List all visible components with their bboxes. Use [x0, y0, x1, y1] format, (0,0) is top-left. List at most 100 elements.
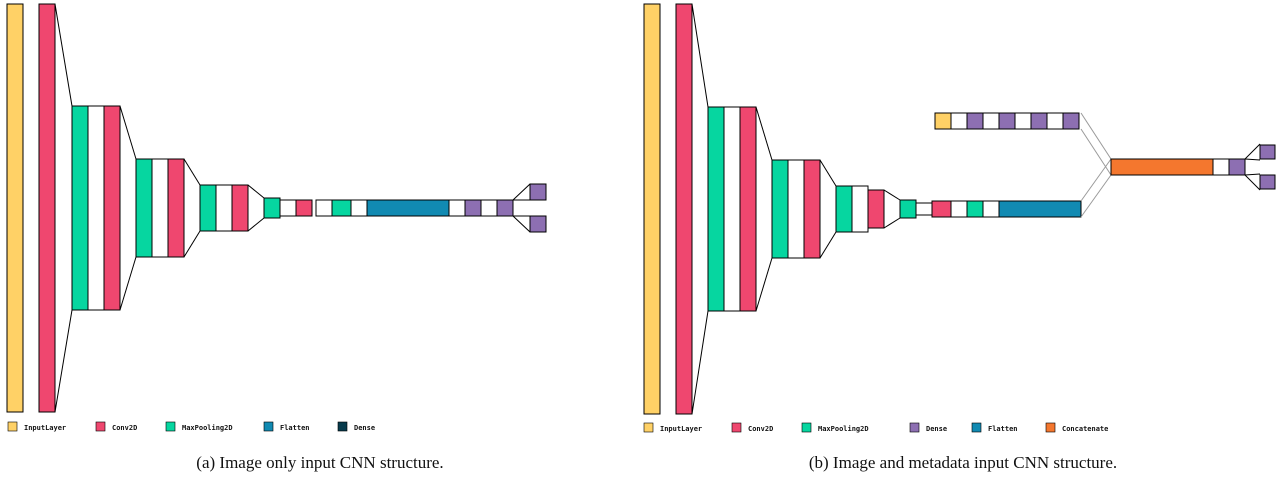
- legend-swatch: [1045, 422, 1056, 433]
- legend-label: Concatenate: [1062, 425, 1108, 433]
- legend-swatch: [337, 421, 348, 432]
- b-meta-layer-blank: [982, 112, 1000, 130]
- b-merge-line: [1080, 112, 1112, 160]
- a-layer-blank: [279, 199, 297, 217]
- panel-a-diagram: [6, 3, 547, 413]
- legend-swatch: [263, 421, 274, 432]
- b-merge-line: [1080, 158, 1112, 202]
- b-meta-layer-blank: [950, 112, 968, 130]
- b-layer-conv2d: [931, 200, 952, 218]
- a-connector: [247, 217, 265, 232]
- legend-label: MaxPooling2D: [182, 424, 233, 432]
- a-connector: [119, 256, 137, 311]
- a-connector: [119, 105, 137, 160]
- a-connector: [183, 158, 201, 186]
- b-layer-dense: [1228, 158, 1246, 176]
- b-layer-maxpooling2d: [899, 199, 917, 219]
- a-layer-conv2d: [167, 158, 185, 258]
- b-connector: [691, 3, 709, 108]
- a-connector: [54, 3, 73, 107]
- b-output-dense-2: [1259, 174, 1276, 190]
- legend-swatch: [801, 422, 812, 433]
- b-layer-blank: [982, 200, 1000, 218]
- a-layer-blank: [448, 199, 466, 217]
- b-layer-blank: [915, 202, 933, 216]
- a-branch-line: [512, 215, 531, 233]
- panel-a-caption: (a) Image only input CNN structure.: [196, 453, 443, 472]
- a-layer-conv2d: [38, 3, 56, 413]
- legend-swatch: [7, 421, 18, 432]
- a-layer-blank: [87, 105, 105, 311]
- b-layer-maxpooling2d: [707, 106, 725, 312]
- legend-swatch: [165, 421, 176, 432]
- b-layer-concatenate: [1110, 158, 1214, 176]
- a-connector: [54, 309, 73, 413]
- b-layer-conv2d: [675, 3, 693, 415]
- a-layer-maxpooling2d: [331, 199, 352, 217]
- panel-b-caption: (b) Image and metadata input CNN structu…: [809, 453, 1117, 472]
- legend-label: Flatten: [280, 424, 310, 432]
- a-layer-conv2d: [103, 105, 121, 311]
- a-layer-blank: [151, 158, 169, 258]
- a-layer-blank: [480, 199, 498, 217]
- b-meta-layer-dense: [1030, 112, 1048, 130]
- a-output-dense-2: [529, 215, 547, 233]
- b-layer-flatten: [998, 200, 1082, 218]
- legend-swatch: [643, 422, 654, 433]
- legend-label: Conv2D: [748, 425, 773, 433]
- b-layer-blank: [787, 159, 805, 259]
- b-layer-blank: [851, 185, 869, 233]
- a-layer-flatten: [366, 199, 450, 217]
- a-layer-blank: [315, 199, 333, 217]
- a-layer-blank: [350, 199, 368, 217]
- b-meta-layer-dense: [966, 112, 984, 130]
- a-output-dense-1: [529, 183, 547, 201]
- a-connector: [183, 230, 201, 258]
- legend-label: Flatten: [988, 425, 1018, 433]
- b-layer-maxpooling2d: [771, 159, 789, 259]
- b-meta-layer-blank: [1014, 112, 1032, 130]
- legend-label: MaxPooling2D: [818, 425, 869, 433]
- b-layer-conv2d: [803, 159, 821, 259]
- legend-swatch: [731, 422, 742, 433]
- legend-label: Conv2D: [112, 424, 137, 432]
- a-layer-maxpooling2d: [71, 105, 89, 311]
- b-connector: [819, 231, 837, 259]
- panel-a-legend: InputLayer Conv2D MaxPooling2D Flatten Dense: [7, 421, 375, 432]
- b-layer-conv2d: [739, 106, 757, 312]
- legend-swatch: [971, 422, 982, 433]
- legend-swatch: [95, 421, 106, 432]
- b-layer-blank: [723, 106, 741, 312]
- a-layer-conv2d: [295, 199, 313, 217]
- b-branch-line: [1244, 158, 1261, 161]
- legend-label: Dense: [354, 424, 375, 432]
- b-layer-maxpooling2d: [966, 200, 984, 218]
- b-layer-blank: [950, 200, 968, 218]
- b-merge-line: [1080, 128, 1112, 176]
- a-layer-blank: [215, 184, 233, 232]
- a-layer-conv2d: [231, 184, 249, 232]
- b-branch-line: [1244, 174, 1261, 191]
- b-branch-line: [1244, 173, 1261, 176]
- b-connector: [883, 189, 901, 201]
- b-merge-line: [1080, 174, 1112, 218]
- a-layer-dense: [496, 199, 514, 217]
- a-layer-inputlayer: [6, 3, 24, 413]
- a-layer-maxpooling2d: [263, 197, 281, 219]
- b-connector: [755, 106, 773, 161]
- b-meta-layer-blank: [1046, 112, 1064, 130]
- panel-b-legend: InputLayer Conv2D MaxPooling2D Dense Flatten…: [643, 422, 1108, 433]
- b-layer-maxpooling2d: [835, 185, 853, 233]
- b-layer-blank: [1212, 158, 1230, 176]
- b-output-dense-1: [1259, 144, 1276, 160]
- b-meta-layer-inputlayer: [934, 112, 952, 130]
- b-connector: [755, 257, 773, 312]
- a-connector: [247, 184, 265, 199]
- a-layer-maxpooling2d: [135, 158, 153, 258]
- a-layer-dense: [464, 199, 482, 217]
- b-connector: [819, 159, 837, 187]
- a-branch-line: [512, 183, 531, 201]
- legend-label: Dense: [926, 425, 947, 433]
- legend-label: InputLayer: [660, 425, 702, 433]
